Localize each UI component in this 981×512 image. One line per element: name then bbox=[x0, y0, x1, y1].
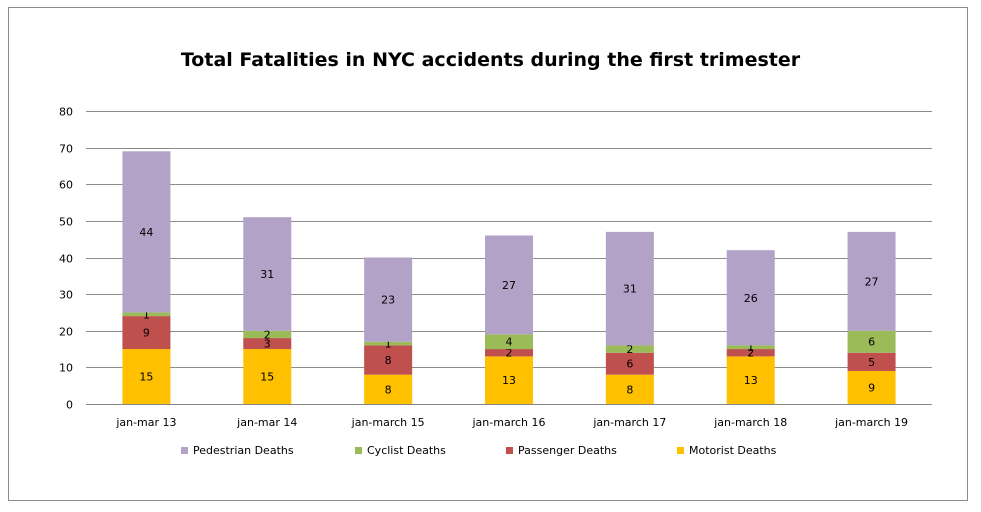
y-tick-label: 20 bbox=[59, 326, 73, 339]
y-tick-label: 80 bbox=[59, 106, 73, 119]
bar-segment-passenger-deaths bbox=[364, 345, 413, 375]
bar-segment-pedestrian-deaths bbox=[122, 151, 171, 313]
bar-segment-passenger-deaths bbox=[243, 338, 292, 350]
data-label: 6 bbox=[868, 336, 875, 349]
data-label: 5 bbox=[868, 356, 875, 369]
bar-segment-motorist-deaths bbox=[847, 371, 896, 404]
legend-label: Passenger Deaths bbox=[518, 444, 617, 457]
data-label: 23 bbox=[381, 294, 395, 307]
x-tick-label: jan-march 16 bbox=[472, 416, 546, 429]
data-label: 31 bbox=[623, 283, 637, 296]
data-label: 27 bbox=[502, 279, 516, 292]
data-label: 1 bbox=[143, 308, 150, 321]
bar-segment-pedestrian-deaths bbox=[726, 250, 775, 346]
y-tick-label: 50 bbox=[59, 216, 73, 229]
chart-title: Total Fatalities in NYC accidents during… bbox=[180, 49, 801, 71]
bar-segment-cyclist-deaths bbox=[364, 341, 413, 346]
x-tick-label: jan-march 18 bbox=[713, 416, 787, 429]
data-label: 9 bbox=[143, 327, 150, 340]
data-label: 44 bbox=[139, 226, 153, 239]
data-label: 13 bbox=[744, 374, 758, 387]
data-label: 15 bbox=[260, 371, 274, 384]
y-tick-label: 40 bbox=[59, 253, 73, 266]
bar-segment-cyclist-deaths bbox=[243, 330, 292, 339]
bar-segment-pedestrian-deaths bbox=[243, 217, 292, 331]
legend-label: Motorist Deaths bbox=[689, 444, 777, 457]
bar-segment-motorist-deaths bbox=[243, 349, 292, 404]
legend-item: Passenger Deaths bbox=[506, 444, 617, 457]
y-tick-label: 10 bbox=[59, 362, 73, 375]
data-label: 4 bbox=[506, 336, 513, 349]
data-label: 6 bbox=[626, 358, 633, 371]
bar-segment-passenger-deaths bbox=[122, 316, 171, 350]
data-label: 13 bbox=[502, 374, 516, 387]
legend-item: Pedestrian Deaths bbox=[181, 444, 294, 457]
data-label: 31 bbox=[260, 268, 274, 281]
y-tick-label: 0 bbox=[66, 399, 73, 412]
legend: Pedestrian Deaths Cyclist Deaths Passenger… bbox=[0, 444, 981, 460]
bar-segment-passenger-deaths bbox=[605, 352, 654, 375]
data-label: 1 bbox=[747, 341, 754, 354]
x-tick-label: jan-mar 14 bbox=[236, 416, 297, 429]
bar-segment-motorist-deaths bbox=[122, 349, 171, 404]
bar-segment-cyclist-deaths bbox=[847, 330, 896, 353]
bar-segment-cyclist-deaths bbox=[485, 334, 533, 350]
legend-item: Motorist Deaths bbox=[677, 444, 776, 457]
bar-segment-motorist-deaths bbox=[364, 374, 413, 404]
legend-label: Pedestrian Deaths bbox=[193, 444, 294, 457]
x-tick-label: jan-mar 13 bbox=[115, 416, 176, 429]
data-label: 3 bbox=[264, 338, 271, 351]
bar-segment-passenger-deaths bbox=[726, 349, 775, 357]
data-label: 8 bbox=[385, 354, 392, 367]
data-label: 8 bbox=[385, 383, 392, 396]
y-tick-label: 70 bbox=[59, 143, 73, 156]
bar-segment-cyclist-deaths bbox=[122, 312, 171, 317]
bar-segment-passenger-deaths bbox=[485, 349, 533, 357]
legend-item: Cyclist Deaths bbox=[355, 444, 446, 457]
y-tick-label: 60 bbox=[59, 179, 73, 192]
bar-segment-pedestrian-deaths bbox=[485, 235, 533, 335]
data-label: 2 bbox=[264, 328, 271, 341]
bar-segment-cyclist-deaths bbox=[605, 345, 654, 353]
bar-segment-pedestrian-deaths bbox=[364, 257, 413, 342]
x-tick-label: jan-march 19 bbox=[834, 416, 908, 429]
legend-label: Cyclist Deaths bbox=[367, 444, 446, 457]
data-label: 27 bbox=[865, 275, 879, 288]
bar-segment-motorist-deaths bbox=[485, 356, 533, 404]
legend-swatch bbox=[355, 447, 362, 454]
data-label: 26 bbox=[744, 292, 758, 305]
bar-segment-pedestrian-deaths bbox=[605, 231, 654, 346]
data-label: 8 bbox=[626, 383, 633, 396]
legend-swatch bbox=[506, 447, 513, 454]
data-label: 9 bbox=[868, 382, 875, 395]
x-tick-label: jan-march 15 bbox=[351, 416, 425, 429]
data-label: 2 bbox=[747, 347, 754, 360]
bar-segment-passenger-deaths bbox=[847, 352, 896, 372]
bar-segment-motorist-deaths bbox=[605, 374, 654, 404]
y-tick-label: 30 bbox=[59, 289, 73, 302]
legend-swatch bbox=[677, 447, 684, 454]
data-label: 15 bbox=[139, 371, 153, 384]
bar-segment-cyclist-deaths bbox=[726, 345, 775, 350]
data-label: 2 bbox=[506, 347, 513, 360]
bar-segment-pedestrian-deaths bbox=[847, 231, 896, 331]
data-label: 1 bbox=[385, 338, 392, 351]
x-tick-label: jan-march 17 bbox=[592, 416, 666, 429]
data-label: 2 bbox=[626, 343, 633, 356]
legend-swatch bbox=[181, 447, 188, 454]
bar-segment-motorist-deaths bbox=[726, 356, 775, 404]
